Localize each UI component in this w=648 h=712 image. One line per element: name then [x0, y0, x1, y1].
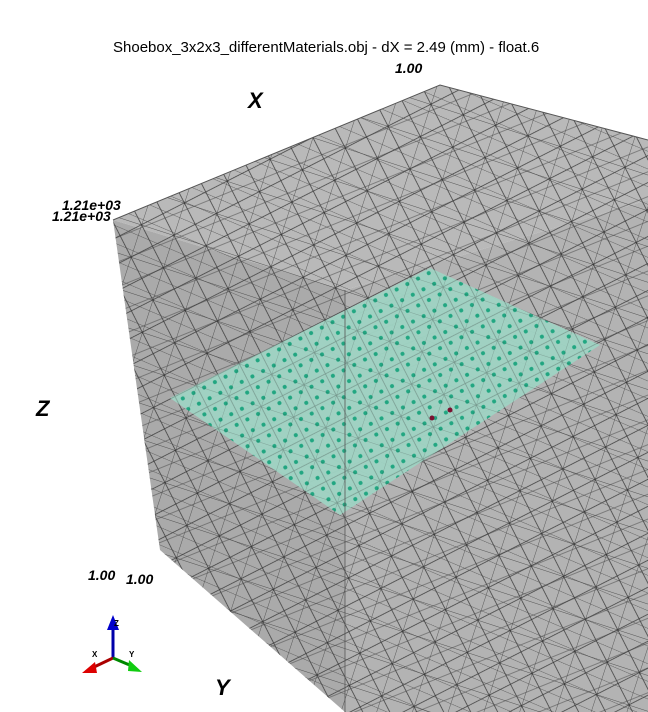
x-arrow-head [82, 662, 97, 673]
render-view: Shoebox_3x2x3_differentMaterials.obj - d… [0, 0, 648, 712]
orientation-label: Y [129, 650, 135, 659]
axis-label: Z [35, 396, 51, 421]
shoebox-mesh [113, 85, 648, 712]
orientation-label: X [92, 650, 98, 659]
window-title: Shoebox_3x2x3_differentMaterials.obj - d… [113, 39, 539, 56]
y-arrow-head [128, 660, 142, 672]
source-point [448, 408, 453, 413]
orientation-label: Z [114, 619, 119, 628]
orientation-axes: Z X Y [82, 615, 142, 673]
axis-label: Y [215, 675, 232, 700]
tick-label: 1.21e+03 [52, 208, 111, 224]
receiver-point [430, 416, 435, 421]
tick-label: 1.00 [126, 571, 153, 587]
tick-label: 1.00 [88, 567, 115, 583]
axis-label: X [246, 88, 264, 113]
tick-label: 1.00 [395, 60, 422, 76]
